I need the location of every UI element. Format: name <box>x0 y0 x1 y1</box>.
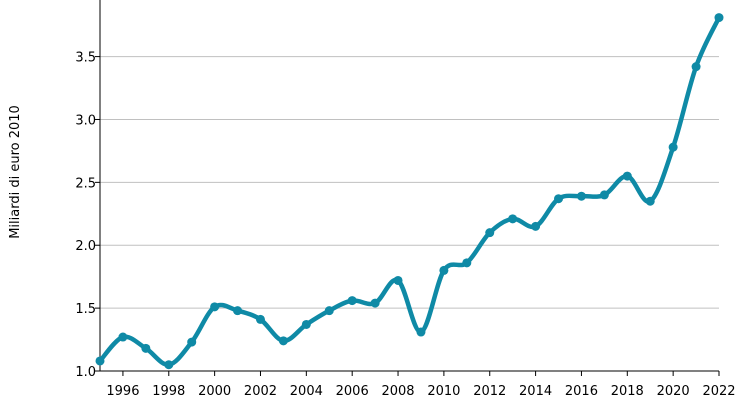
axes <box>95 0 720 376</box>
x-tick-label: 2012 <box>473 384 506 399</box>
x-tick-label: 2020 <box>657 384 690 399</box>
x-tick-label: 2018 <box>611 384 644 399</box>
y-tick-label: 3.5 <box>75 51 96 66</box>
x-tick-label: 2004 <box>290 384 323 399</box>
data-point <box>187 337 197 347</box>
y-tick-label: 2.5 <box>75 176 96 191</box>
data-point <box>301 319 311 329</box>
data-point <box>416 327 426 337</box>
x-tick-label: 2002 <box>244 384 277 399</box>
y-tick-label: 3.0 <box>75 113 96 128</box>
data-series <box>95 13 724 370</box>
x-tick-label: 2022 <box>702 384 735 399</box>
data-point <box>164 360 174 370</box>
data-point <box>95 356 105 366</box>
x-tick-label: 2006 <box>336 384 369 399</box>
data-point <box>508 214 518 224</box>
data-point <box>691 62 701 72</box>
gridlines <box>100 56 719 309</box>
data-point <box>668 142 678 152</box>
data-point <box>210 302 220 312</box>
data-point <box>554 194 564 204</box>
data-point <box>324 306 334 316</box>
x-tick-label: 2014 <box>519 384 552 399</box>
data-point <box>485 228 495 238</box>
data-point <box>645 196 655 206</box>
y-axis-title: Miliardi di euro 2010 <box>8 105 23 239</box>
series-line <box>97 15 722 367</box>
data-point <box>576 191 586 201</box>
data-point <box>118 332 128 342</box>
data-point <box>393 275 403 285</box>
x-tick-label: 2008 <box>381 384 414 399</box>
tick-labels: 1.0 1.5 2.0 2.5 3.0 3.5 1996 1998 2000 2002 2004 20… <box>75 51 735 399</box>
data-point <box>599 190 609 200</box>
data-point <box>347 296 357 306</box>
y-tick-label: 1.5 <box>75 302 96 317</box>
x-tick-label: 2010 <box>427 384 460 399</box>
data-point <box>141 343 151 353</box>
x-tick-label: 2000 <box>198 384 231 399</box>
data-point <box>370 298 380 308</box>
x-tick-label: 1996 <box>106 384 139 399</box>
data-point <box>439 265 449 275</box>
data-point <box>255 314 265 324</box>
data-point <box>278 336 288 346</box>
data-point <box>622 171 632 181</box>
data-point <box>462 258 472 268</box>
data-point <box>233 306 243 316</box>
data-point <box>714 13 724 23</box>
y-tick-label: 1.0 <box>75 365 96 380</box>
x-tick-label: 1998 <box>152 384 185 399</box>
y-tick-label: 2.0 <box>75 239 96 254</box>
x-tick-label: 2016 <box>565 384 598 399</box>
data-point <box>531 221 541 231</box>
